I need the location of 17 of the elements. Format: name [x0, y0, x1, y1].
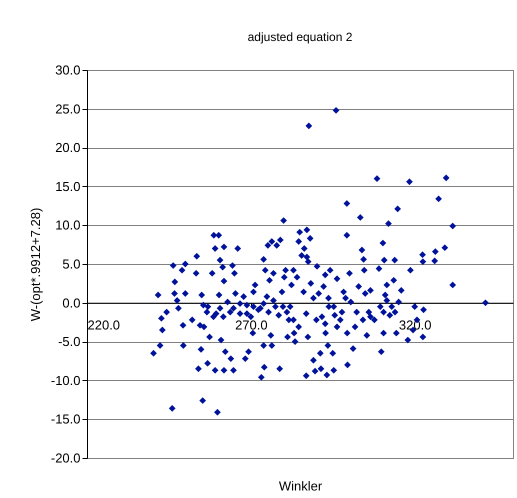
chart-title: adjusted equation 2	[248, 30, 353, 44]
y-tick-label: 5.0	[62, 256, 80, 272]
y-tick-label: 10.0	[55, 218, 80, 233]
y-tick-label: -10.0	[50, 372, 80, 388]
x-tick-label: 270.0	[235, 317, 268, 332]
y-axis-title: W-(opt*.9912+7.28)	[28, 208, 43, 322]
y-tick-label: 25.0	[55, 101, 80, 116]
y-tick-label: -20.0	[50, 450, 80, 466]
y-tick-label: -5.0	[58, 334, 80, 350]
y-tick-label: 20.0	[55, 140, 80, 156]
x-axis-title: Winkler	[278, 478, 323, 494]
y-tick-label: -15.0	[50, 412, 80, 427]
y-tick-label: 0.0	[62, 295, 80, 310]
x-tick-label: 320.0	[398, 317, 432, 332]
y-tick-label: 30.0	[55, 62, 80, 78]
y-tick-label: 15.0	[55, 178, 80, 194]
x-tick-label: 220.0	[88, 317, 120, 332]
